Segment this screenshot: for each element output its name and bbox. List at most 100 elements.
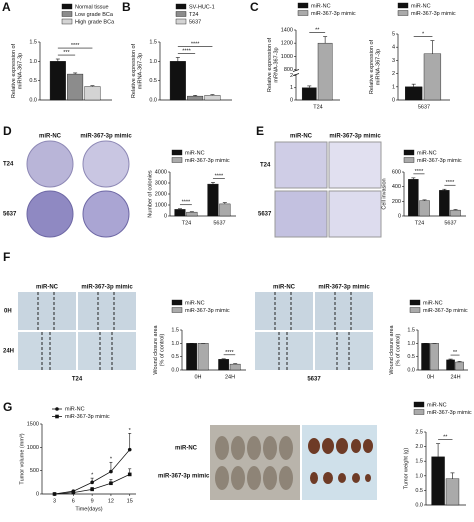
significance: **** [415,169,424,175]
photo [274,141,328,189]
photo [315,292,373,330]
significance: **** [71,43,80,49]
legend-label: miR-NC [185,300,205,306]
y-tick-label: 0.0 [171,367,179,373]
legend-swatch [175,3,187,10]
legend-label: miR-367-3p mimic [427,410,472,416]
axis-break [292,69,300,72]
legend-swatch [171,307,183,313]
legend-label: miR-NC [65,406,85,412]
x-tick-label: 24H [225,374,235,380]
legend-label: miR-367-3p mimic [423,308,468,314]
tumor [365,474,371,482]
mouse [215,466,229,490]
photo-column-label: miR-NC [290,134,313,140]
significance: * [422,32,425,38]
significance: **** [191,41,200,47]
legend-label: miR-367-3p mimic [185,158,230,164]
bar [450,209,461,217]
y-tick-label: 600 [392,169,401,175]
plate [26,140,74,188]
y-tick-label: 0.5 [29,78,37,84]
y-axis-label: Cell invasion [381,178,387,209]
tumor [363,439,373,453]
y-axis-label: miRNA-367-3p [17,53,23,89]
photo-row-label: 5637 [3,212,17,218]
mouse [263,436,277,460]
bar [67,73,84,101]
y-tick-label: 2000 [155,191,167,197]
x-tick-label: 12 [108,498,114,504]
y-tick-label: 200 [392,199,401,205]
bar [187,95,204,101]
bar [84,86,101,101]
plate [82,140,130,188]
y-tick-label: 3000 [155,180,167,186]
y-tick-label: 1.5 [407,327,415,333]
bar [445,478,460,506]
y-tick-label: 0 [398,213,401,219]
significance: **** [225,350,234,356]
mouse [247,436,261,460]
legend-label: miR-NC [427,402,447,408]
photo [255,292,313,330]
significance: **** [215,173,224,179]
y-axis-label: (% of control) [395,333,401,366]
x-tick-label: 5637 [418,104,430,110]
legend-marker [55,407,59,411]
x-tick-label: T24 [313,104,322,110]
y-tick-label: 1000 [155,202,167,208]
y-axis-label: mRNA-367-3p [273,47,279,82]
legend-label: miR-367-3p mimic [417,158,462,164]
y-axis-label: miRNA-367-3p [137,53,143,89]
legend-label: Low grade BCa [75,12,114,18]
y-tick-label: 1000 [27,445,39,451]
photo-column-label: miR-NC [39,134,62,140]
bar [431,456,445,506]
legend-swatch [175,18,187,25]
point [52,492,57,496]
y-tick-label: 0 [290,97,293,103]
y-tick-label: 2 [290,73,293,79]
photo [302,425,377,500]
photo [78,332,136,370]
point [127,447,132,452]
y-tick-label: 800 [284,67,293,73]
wound-photos [18,292,373,370]
y-tick-label: 1.0 [171,341,179,347]
panel-letter: G [3,400,12,414]
legend-label: 5637 [189,19,201,25]
y-tick-label: 3 [392,58,395,64]
invasion-photos [274,141,382,238]
tumor [351,439,361,453]
legend-label: miR-367-3p mimic [411,11,456,17]
legend-label: miR-NC [311,3,331,9]
y-tick-label: 1.0 [149,59,157,65]
plate [26,190,74,238]
y-tick-label: 2.5 [415,429,423,435]
y-tick-label: 4000 [155,169,167,175]
legend-swatch [171,157,183,163]
y-axis-label: Tumor volume (mm³) [19,433,25,484]
legend-label: SV-HUC-1 [189,4,215,10]
legend-swatch [397,2,409,9]
point [127,472,132,477]
y-tick-label: 0.5 [407,354,415,360]
legend-swatch [297,2,309,9]
photo-row-label: miR-367-3p mimic [158,474,210,480]
point [90,480,94,485]
legend-swatch [409,299,421,306]
y-axis-label: miRNA-367-3p [375,49,381,85]
y-tick-label: 1000 [281,54,293,60]
legend-swatch [403,157,415,163]
bar [229,363,241,371]
tumor [323,472,333,484]
y-axis-label: Number of colonies [147,170,153,218]
bar [169,61,186,101]
photo [78,292,136,330]
y-tick-label: 2.0 [415,444,423,450]
point [71,490,76,495]
photo-column-label: miR-367-3p mimic [329,134,381,140]
y-tick-label: 1500 [27,421,39,427]
y-tick-label: 1.0 [415,473,423,479]
